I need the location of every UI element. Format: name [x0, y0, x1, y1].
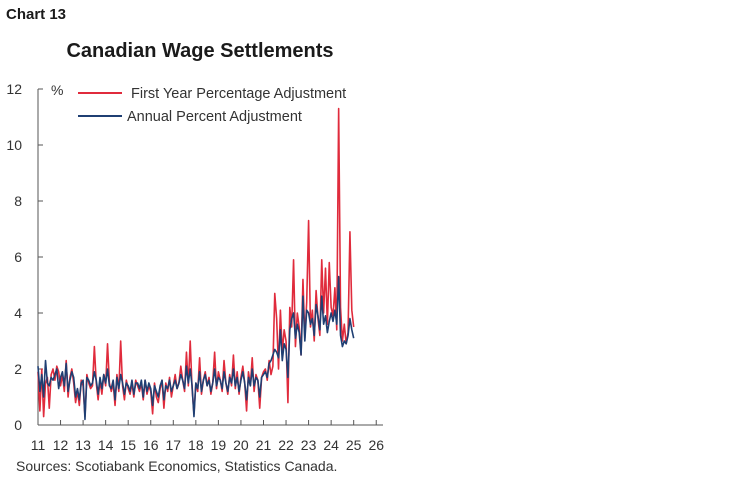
sources-note: Sources: Scotiabank Economics, Statistic…: [16, 458, 338, 474]
series-line-first-year-adjustment: [37, 107, 355, 418]
y-tick-label: 12: [6, 81, 22, 97]
x-tick-label: 23: [301, 437, 317, 453]
chart-title: Canadian Wage Settlements: [66, 40, 334, 62]
x-tick-label: 15: [120, 437, 136, 453]
x-tick-label: 11: [31, 437, 46, 453]
legend-label-1: Annual Percent Adjustment: [127, 109, 302, 125]
y-tick-label: 4: [14, 305, 22, 321]
x-tick-label: 22: [278, 437, 294, 453]
y-tick-label: 10: [6, 137, 22, 153]
legend-label-0: First Year Percentage Adjustment: [131, 86, 346, 102]
x-tick-label: 18: [188, 437, 204, 453]
x-tick-label: 21: [256, 437, 272, 453]
x-tick-label: 19: [211, 437, 227, 453]
x-tick-label: 14: [98, 437, 114, 453]
y-tick-label: 6: [14, 249, 22, 265]
x-tick-label: 13: [75, 437, 91, 453]
y-tick-label: 2: [14, 361, 22, 377]
y-axis-unit-label: %: [51, 82, 63, 98]
chart-legend: First Year Percentage Adjustment Annual P…: [78, 86, 346, 125]
x-tick-label: 25: [346, 437, 362, 453]
x-tick-label: 12: [53, 437, 69, 453]
y-tick-label: 8: [14, 193, 22, 209]
x-tick-label: 16: [143, 437, 159, 453]
x-tick-label: 20: [233, 437, 249, 453]
x-tick-label: 26: [368, 437, 384, 453]
y-tick-label: 0: [14, 417, 22, 433]
series-line-annual-adjustment: [37, 275, 355, 421]
x-tick-label: 17: [166, 437, 182, 453]
chart-label: Chart 13: [6, 6, 67, 23]
x-tick-label: 24: [323, 437, 339, 453]
chart-series: [37, 107, 355, 421]
